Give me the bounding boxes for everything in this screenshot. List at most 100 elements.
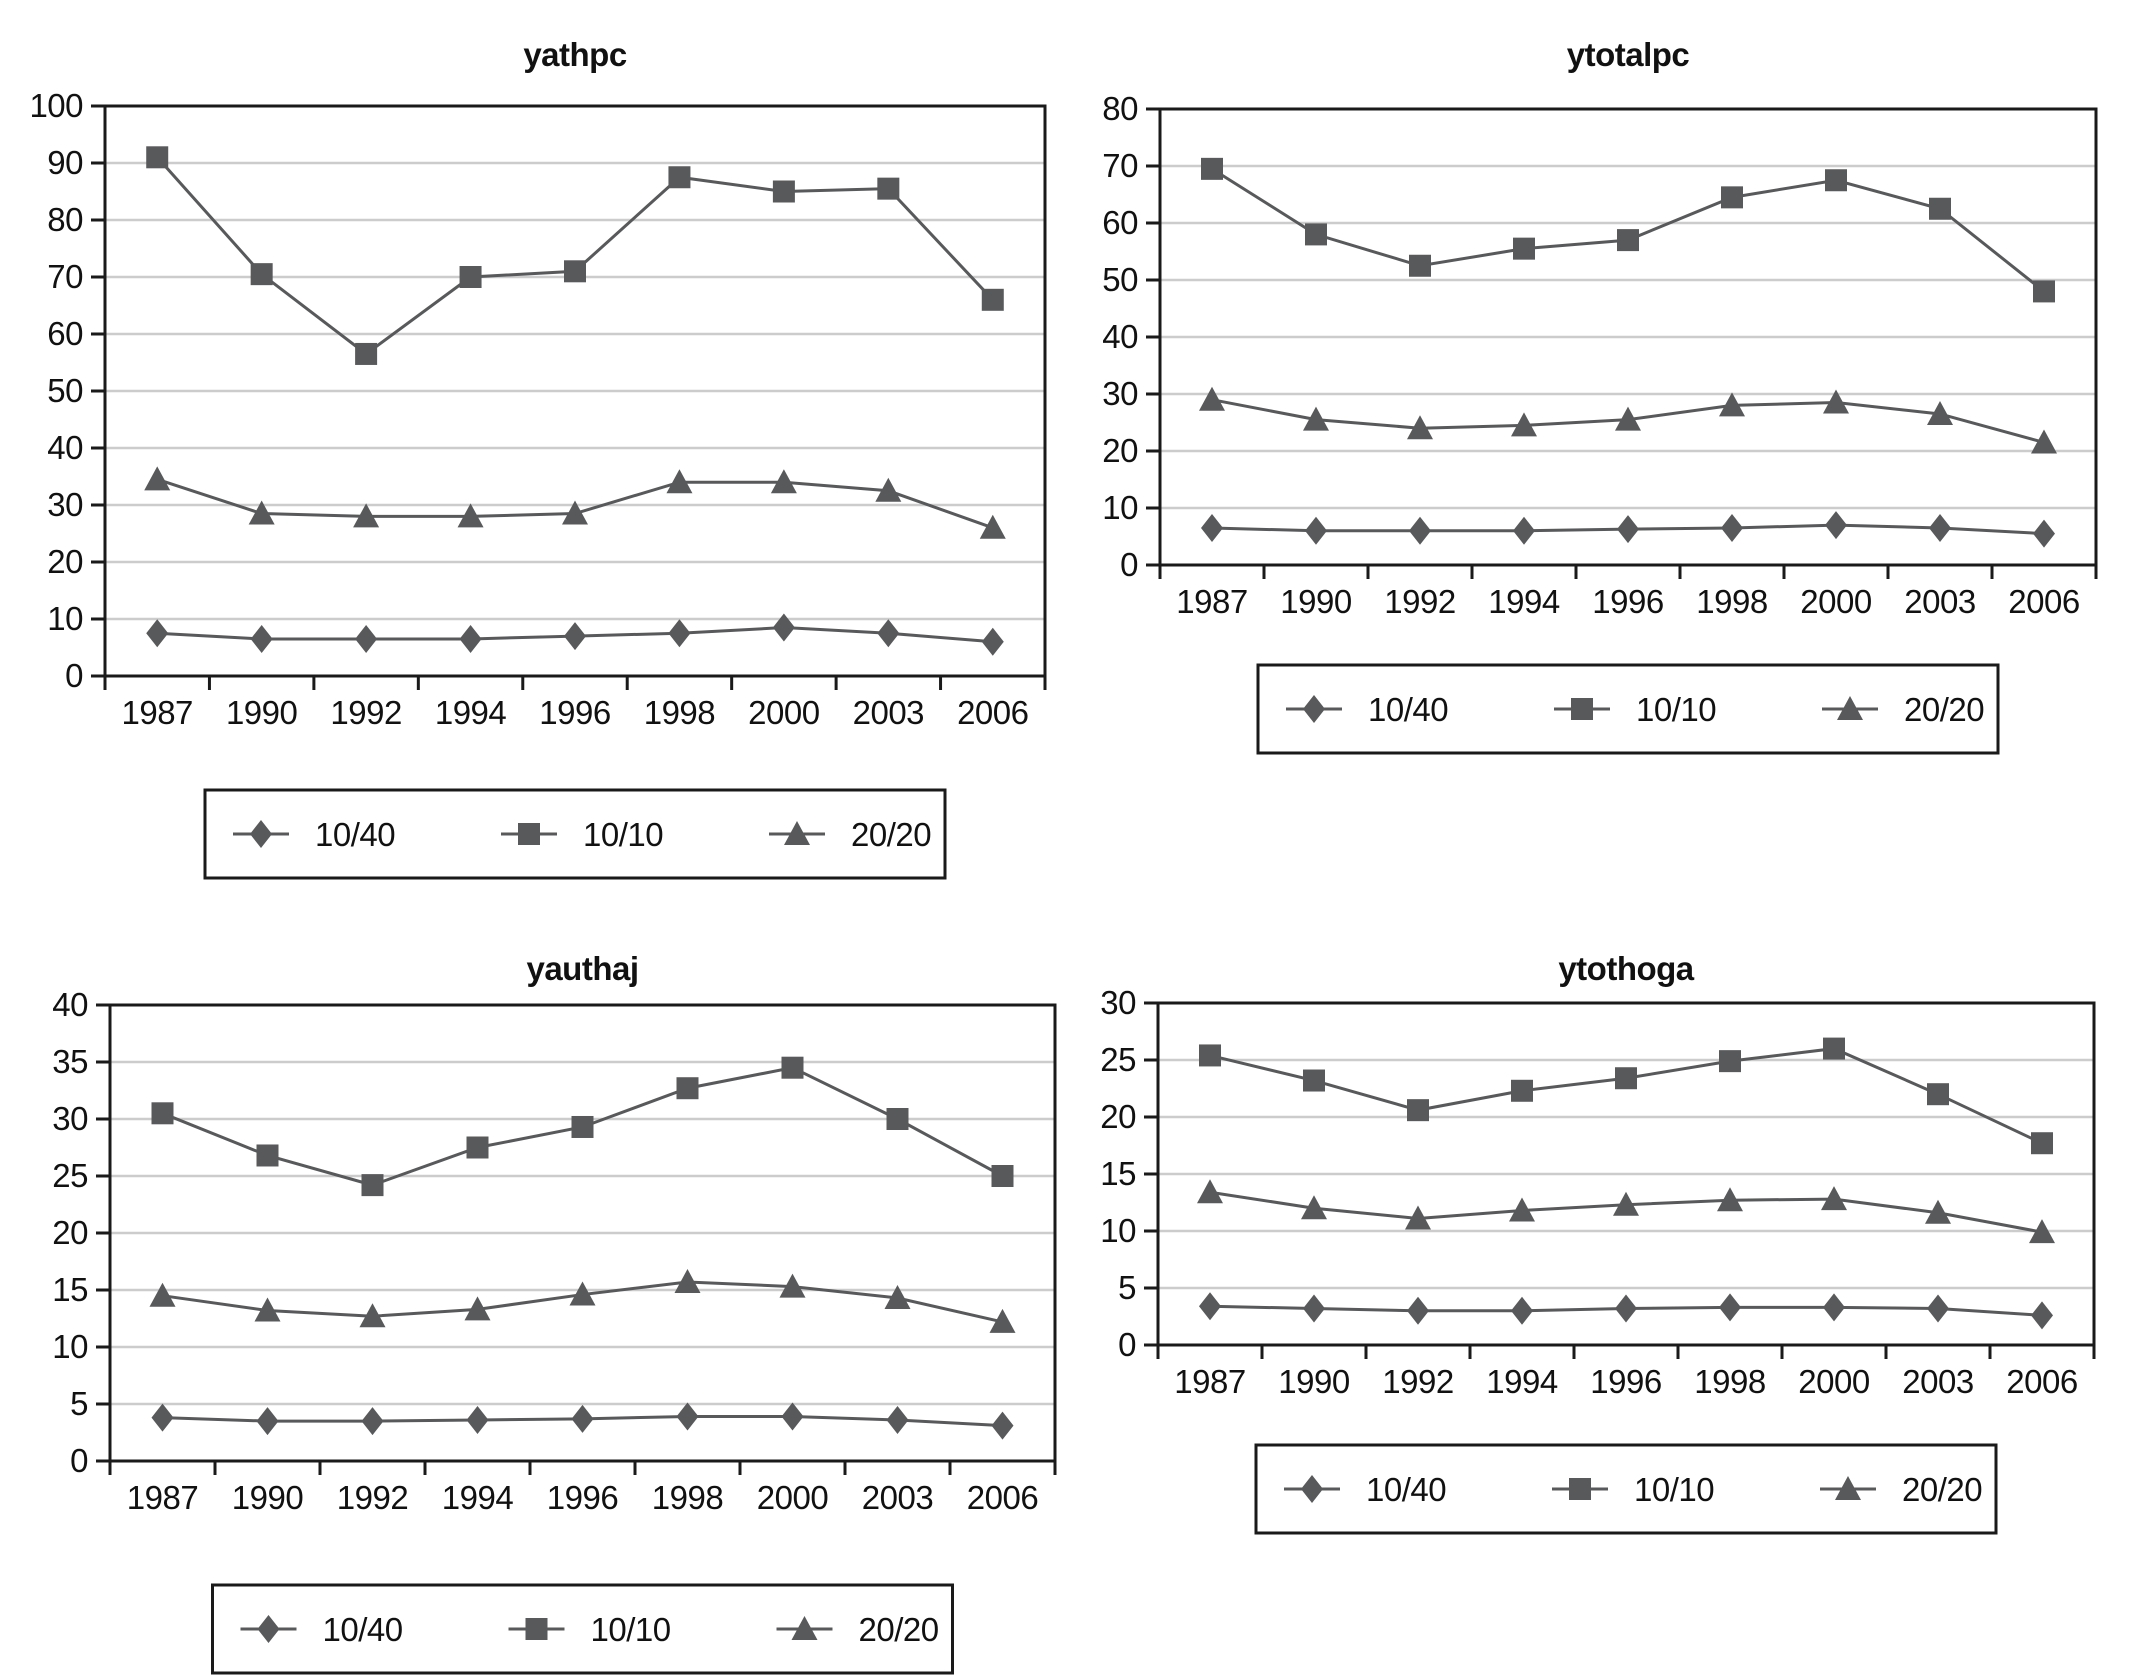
- series-marker-10-40: [2031, 1301, 2053, 1330]
- x-tick-label: 1994: [1488, 583, 1560, 620]
- legend-label-10-40: 10/40: [1366, 1471, 1446, 1508]
- x-tick-label: 1992: [1382, 1363, 1453, 1400]
- x-tick-label: 2000: [1800, 583, 1872, 620]
- series-marker-10-10: [781, 1056, 804, 1079]
- y-tick-label: 10: [52, 1328, 88, 1365]
- y-tick-label: 35: [52, 1043, 88, 1080]
- series-marker-20-20: [1925, 1199, 1951, 1224]
- y-tick-label: 40: [47, 429, 83, 466]
- series-marker-10-10: [668, 166, 691, 189]
- series-marker-20-20: [457, 503, 484, 528]
- legend-label-10-40: 10/40: [1368, 691, 1448, 728]
- series-marker-10-10: [991, 1165, 1014, 1187]
- legend-label-10-10: 10/10: [583, 816, 663, 853]
- legend-marker-10-40: [1301, 1475, 1323, 1503]
- series-marker-10-40: [781, 1402, 804, 1431]
- y-tick-label: 50: [1102, 261, 1138, 298]
- series-marker-10-10: [1617, 229, 1639, 252]
- legend-marker-20-20: [1837, 696, 1863, 720]
- series-marker-20-20: [1509, 1197, 1535, 1222]
- x-tick-label: 1987: [1174, 1363, 1245, 1400]
- series-marker-10-40: [1615, 1294, 1637, 1323]
- series-marker-20-20: [254, 1297, 281, 1322]
- series-marker-10-10: [1513, 237, 1535, 260]
- chart-ytotalpc: ytotalpc 0 10 20 30 40 50 60 70 80 1987 1990 1992 199…: [1102, 36, 2098, 755]
- x-tick-label: 1990: [1278, 1363, 1350, 1400]
- series-marker-10-10: [1719, 1050, 1741, 1073]
- series-marker-20-20: [884, 1284, 911, 1309]
- series-marker-10-40: [1407, 1296, 1429, 1325]
- y-tick-label: 10: [1100, 1212, 1136, 1249]
- series-marker-20-20: [1301, 1195, 1327, 1220]
- series-marker-20-20: [1823, 389, 1849, 414]
- series-marker-10-40: [361, 1407, 384, 1436]
- chart-title: yathpc: [523, 36, 627, 73]
- series-marker-10-10: [151, 1102, 174, 1125]
- series-marker-20-20: [2029, 1219, 2055, 1244]
- y-tick-label: 5: [70, 1385, 88, 1422]
- x-tick-label: 2003: [1902, 1363, 1973, 1400]
- x-tick-label: 1992: [330, 694, 401, 731]
- legend-marker-10-40: [1303, 695, 1325, 723]
- series-marker-10-40: [668, 619, 691, 648]
- series-marker-10-10: [355, 342, 378, 365]
- x-tick-label: 1987: [1176, 583, 1247, 620]
- series-marker-10-10: [1825, 169, 1847, 192]
- series-marker-20-20: [779, 1273, 806, 1298]
- series-marker-20-20: [1303, 406, 1329, 431]
- legend-marker-10-10: [1569, 1478, 1591, 1500]
- series-marker-10-10: [361, 1174, 384, 1197]
- x-tick-label: 1987: [122, 694, 193, 731]
- x-tick-label: 2006: [957, 694, 1028, 731]
- series-marker-20-20: [248, 500, 275, 525]
- chart-yathpc: yathpc 0 10 20 30 40 50 60 70 80 90 100 1987 1990 1992…: [29, 36, 1047, 880]
- chart-ytothoga: ytothoga 0 5 10 15 20 25 30 1987 1990 1992 1994 1996…: [1100, 950, 2096, 1535]
- y-tick-label: 10: [1102, 489, 1138, 526]
- x-tick-label: 1998: [652, 1479, 723, 1516]
- y-tick-label: 30: [1102, 375, 1138, 412]
- x-tick-label: 1998: [644, 694, 715, 731]
- y-tick-label: 10: [47, 600, 83, 637]
- series-marker-10-40: [466, 1405, 489, 1434]
- series-marker-10-40: [991, 1411, 1014, 1440]
- y-tick-label: 30: [52, 1100, 88, 1137]
- x-tick-label: 1990: [226, 694, 298, 731]
- series-marker-20-20: [1719, 392, 1745, 417]
- series-marker-20-20: [674, 1269, 701, 1294]
- legend-marker-10-10: [1571, 698, 1593, 720]
- y-tick-label: 70: [1102, 147, 1138, 184]
- series-marker-20-20: [149, 1282, 176, 1307]
- series-marker-10-10: [1721, 186, 1743, 209]
- series-marker-10-40: [1929, 513, 1951, 542]
- chart-title: ytothoga: [1558, 950, 1694, 987]
- series-marker-10-40: [146, 619, 169, 648]
- series-marker-20-20: [1407, 415, 1433, 440]
- series-marker-10-40: [1825, 511, 1847, 540]
- series-marker-20-20: [666, 469, 693, 494]
- series-marker-10-40: [1305, 516, 1327, 545]
- legend-label-10-10: 10/10: [1634, 1471, 1714, 1508]
- x-tick-label: 1996: [1590, 1363, 1661, 1400]
- y-tick-label: 40: [1102, 318, 1138, 355]
- series-marker-10-40: [1511, 1296, 1533, 1325]
- x-tick-label: 1996: [539, 694, 610, 731]
- x-tick-label: 2003: [862, 1479, 933, 1516]
- series-marker-20-20: [1821, 1186, 1847, 1211]
- series-marker-20-20: [989, 1308, 1016, 1333]
- series-marker-10-40: [1303, 1294, 1325, 1323]
- y-tick-label: 80: [1102, 90, 1138, 127]
- series-marker-20-20: [1615, 406, 1641, 431]
- series-marker-20-20: [1511, 412, 1537, 437]
- series-marker-20-20: [1197, 1179, 1223, 1204]
- legend-marker-10-40: [257, 1615, 280, 1643]
- series-marker-10-10: [571, 1115, 594, 1138]
- legend-marker-10-10: [525, 1618, 548, 1640]
- x-tick-label: 1998: [1694, 1363, 1765, 1400]
- x-tick-label: 2006: [2008, 583, 2079, 620]
- series-marker-20-20: [353, 503, 380, 528]
- series-marker-10-10: [1305, 223, 1327, 246]
- series-marker-10-10: [772, 180, 795, 203]
- series-marker-10-40: [250, 624, 273, 653]
- series-marker-10-40: [877, 619, 900, 648]
- legend-marker-10-10: [518, 823, 540, 845]
